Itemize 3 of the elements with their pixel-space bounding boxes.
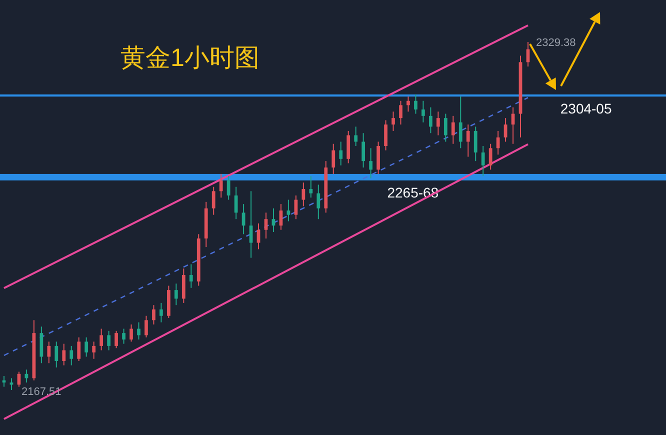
band-label: 2304-05 — [560, 100, 612, 117]
annotation: 2329.38 — [536, 37, 576, 49]
title: 黄金1小时图 — [120, 44, 260, 72]
